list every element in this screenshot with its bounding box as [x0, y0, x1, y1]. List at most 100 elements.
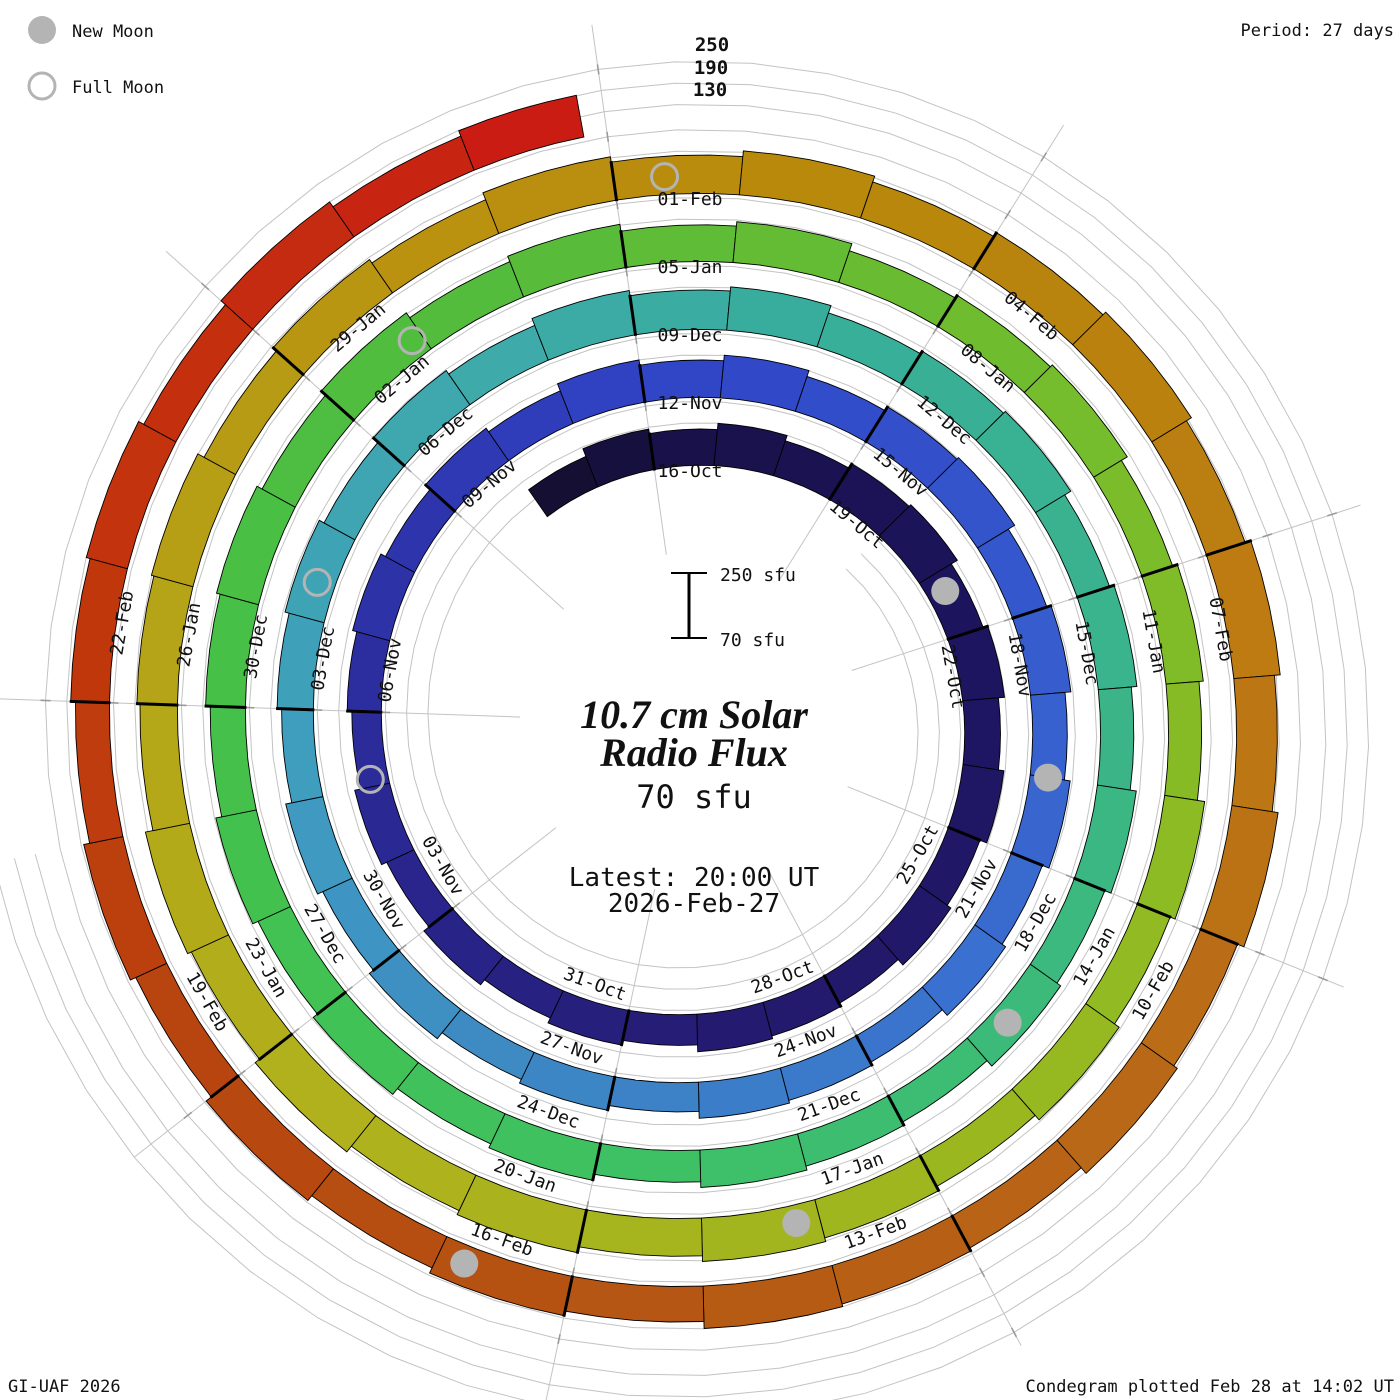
date-boundary-tick — [935, 293, 959, 329]
daily-flux-segment — [441, 1008, 535, 1081]
daily-flux-segment — [1011, 1002, 1120, 1121]
date-boundary-tick — [346, 709, 383, 714]
date-boundary-tick — [638, 363, 647, 404]
gridline-tick — [1318, 976, 1328, 982]
date-boundary-tick — [427, 906, 455, 929]
daily-flux-segment — [919, 1088, 1036, 1188]
daily-flux-segment — [527, 455, 599, 518]
date-boundary-tick — [946, 825, 982, 842]
date-boundary-tick — [606, 1075, 617, 1112]
date-boundary-tick — [257, 1032, 294, 1062]
daily-flux-segment — [458, 94, 585, 171]
date-boundary-tick — [863, 405, 890, 444]
gridline-tick — [1254, 950, 1265, 956]
daily-flux-segment — [1011, 605, 1072, 696]
date-boundary-tick — [619, 1009, 631, 1047]
date-label-12-Nov: 12-Nov — [657, 393, 722, 414]
daily-flux-segment — [261, 394, 355, 508]
date-boundary-tick — [1009, 851, 1044, 868]
date-label-01-Feb: 01-Feb — [657, 189, 722, 210]
chart-title-line1: 10.7 cm Solar — [580, 692, 808, 737]
scale-bar-min-label: 70 sfu — [720, 630, 785, 651]
daily-flux-segment — [1231, 674, 1278, 813]
date-boundary-tick — [276, 707, 315, 712]
daily-flux-segment — [75, 701, 124, 844]
daily-flux-segment — [487, 390, 574, 462]
date-label-09-Dec: 09-Dec — [657, 325, 722, 346]
daily-flux-segment — [860, 181, 995, 270]
date-boundary-tick — [628, 294, 638, 337]
daily-flux-segment — [878, 504, 959, 584]
daily-flux-segment — [719, 354, 810, 412]
daily-flux-segment — [696, 1001, 774, 1053]
daily-flux-segment — [354, 782, 415, 866]
plotted-timestamp-label: Condegram plotted Feb 28 at 14:02 UT — [1026, 1377, 1394, 1397]
daily-flux-segment — [547, 990, 630, 1046]
daily-flux-segment — [1076, 584, 1138, 691]
gridline-tick — [1004, 209, 1012, 220]
gridline-tick — [1262, 533, 1273, 538]
daily-flux-segment — [593, 1142, 702, 1183]
radial-scale-190: 190 — [694, 57, 728, 79]
daily-flux-segment — [205, 1075, 335, 1202]
chart-title-line2: Radio Flux — [599, 730, 788, 775]
date-boundary-tick — [371, 948, 401, 973]
date-boundary-tick — [209, 1074, 240, 1099]
daily-flux-segment — [621, 1009, 698, 1046]
date-boundary-tick — [271, 345, 305, 377]
date-boundary-tick — [69, 699, 111, 705]
daily-flux-segment — [352, 553, 416, 642]
full-moon-legend-label: Full Moon — [72, 78, 164, 98]
daily-flux-segment — [699, 1133, 808, 1188]
daily-flux-segment — [738, 150, 876, 219]
date-label-16-Oct: 16-Oct — [657, 461, 722, 482]
gridline-tick — [1327, 512, 1338, 517]
center-title-block: 10.7 cm Solar Radio Flux 70 sfu Latest: … — [569, 692, 820, 919]
daily-flux-segment — [838, 250, 957, 328]
date-boundary-tick — [1205, 539, 1253, 557]
date-boundary-tick — [315, 990, 348, 1016]
daily-flux-segment — [284, 519, 356, 624]
new-moon-legend-icon — [28, 16, 56, 44]
date-boundary-tick — [886, 1094, 906, 1127]
daily-flux-segment — [1151, 420, 1246, 556]
daily-flux-segment — [1010, 774, 1071, 869]
daily-flux-segment — [556, 359, 646, 425]
gridline-tick — [1040, 152, 1048, 162]
daily-flux-segment — [396, 1061, 506, 1145]
daily-flux-segment — [423, 907, 504, 986]
period-label: Period: 27 days — [1240, 21, 1394, 41]
daily-flux-segment — [1034, 494, 1111, 598]
daily-flux-segment — [582, 428, 655, 488]
date-boundary-tick — [1011, 603, 1053, 620]
gridline-tick — [979, 1267, 986, 1278]
date-boundary-tick — [950, 1214, 973, 1253]
daily-flux-segment — [144, 822, 230, 955]
credit-label: GI-UAF 2026 — [8, 1377, 121, 1397]
daily-flux-segment — [564, 1275, 705, 1323]
gridline-tick — [1010, 1327, 1018, 1338]
date-boundary-tick — [371, 436, 407, 468]
date-boundary-tick — [827, 462, 854, 502]
daily-flux-segment — [1093, 459, 1174, 577]
full-moon-marker — [355, 764, 385, 794]
flux-scale-bar: 250 sfu 70 sfu — [671, 565, 796, 651]
gridline-tick — [606, 131, 610, 142]
full-moon-legend-icon — [27, 71, 57, 101]
daily-flux-segment — [320, 312, 432, 421]
date-boundary-tick — [423, 483, 457, 514]
date-boundary-tick — [1199, 927, 1239, 946]
gridline-tick — [183, 1111, 193, 1120]
latest-date-label: 2026-Feb-27 — [608, 889, 780, 919]
date-boundary-tick — [619, 230, 628, 269]
date-boundary-tick — [822, 974, 843, 1009]
date-boundary-tick — [1075, 583, 1116, 599]
full-moon-marker — [397, 326, 427, 356]
new-moon-marker — [782, 1209, 811, 1238]
gridline-tick — [200, 282, 210, 291]
date-boundary-tick — [899, 349, 925, 386]
daily-flux-segment — [83, 836, 168, 981]
radial-scale-250: 250 — [695, 34, 729, 56]
daily-flux-segment — [1072, 311, 1193, 443]
new-moon-marker — [450, 1249, 479, 1278]
